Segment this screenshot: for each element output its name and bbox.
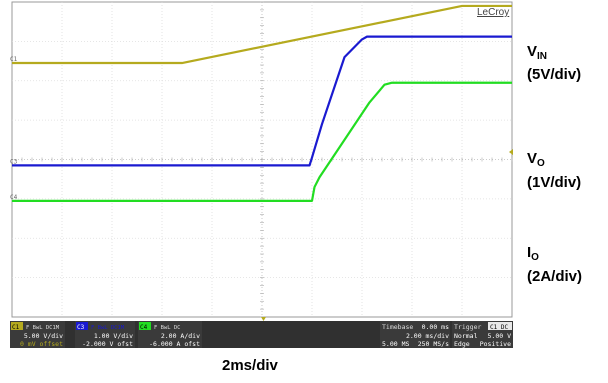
channel-1-info: C1 F BwL DC1M 5.00 V/div 0 mV offset xyxy=(10,321,65,348)
trace-v-in xyxy=(12,4,512,65)
trigger-time-marker xyxy=(261,317,266,321)
trace-i-o xyxy=(12,81,512,202)
channel-4-badge xyxy=(139,322,151,330)
brand-logo: LeCroy xyxy=(477,7,509,18)
channel-4-flags: F BwL DC xyxy=(154,325,181,331)
waveform-traces xyxy=(12,4,512,202)
io-label: IO xyxy=(527,244,539,263)
channel-4-scale: 2.00 A/div xyxy=(161,332,200,340)
io-scale: (2A/div) xyxy=(527,268,583,285)
channel-4-info: C4 F BwL DC 2.00 A/div -6.000 A ofst xyxy=(138,321,202,348)
channel-1-offset: 0 mV offset xyxy=(20,340,63,348)
channel-1-scale: 5.00 V/div xyxy=(24,332,63,340)
channel-marker: C4 xyxy=(10,194,18,201)
trigger-info: Trigger C1 DC Normal 5.00 V Edge Positiv… xyxy=(452,321,513,348)
trigger-slope: Positive xyxy=(480,340,511,348)
timebase-rate: 2.00 ms/div xyxy=(406,332,449,340)
channel-1-badge xyxy=(11,322,23,330)
vin-label: VIN xyxy=(527,43,548,62)
channel-3-scale: 1.00 V/div xyxy=(94,332,133,340)
trigger-level-marker xyxy=(509,149,513,155)
x-axis-label: 2ms/div xyxy=(222,357,278,374)
trigger-level: 5.00 V xyxy=(488,332,512,340)
timebase-info: Timebase 0.00 ms 2.00 ms/div 5.00 MS 250… xyxy=(380,321,450,348)
channel-3-flags: F BwL DC1M xyxy=(91,325,125,331)
vo-scale: (1V/div) xyxy=(527,174,582,191)
trigger-type: Edge xyxy=(454,340,470,348)
trigger-mode: Normal xyxy=(454,332,478,340)
channel-1-flags: F BwL DC1M xyxy=(26,325,60,331)
vin-scale: (5V/div) xyxy=(527,66,582,83)
channel-4-id: C4 xyxy=(140,324,148,331)
channel-1-id: C1 xyxy=(12,324,20,331)
trigger-label: Trigger xyxy=(454,323,481,331)
channel-3-info: C3 F BwL DC1M 1.00 V/div -2.000 V ofst xyxy=(75,321,135,348)
channel-3-offset: -2.000 V ofst xyxy=(82,340,133,348)
channel-3-badge xyxy=(76,322,88,330)
vo-label: VO xyxy=(527,150,545,169)
status-bar: C1 F BwL DC1M 5.00 V/div 0 mV offset C3 … xyxy=(10,321,513,348)
graticule xyxy=(11,1,513,318)
channel-4-offset: -6.000 A ofst xyxy=(149,340,200,348)
channel-marker: C1 xyxy=(10,56,18,63)
timebase-srate: 250 MS/s xyxy=(418,340,449,348)
timebase-samples: 5.00 MS xyxy=(382,340,409,348)
trigger-source: C1 DC xyxy=(490,324,508,331)
channel-markers: C1 C3 C4 xyxy=(10,56,18,201)
timebase-delay: 0.00 ms xyxy=(422,323,449,331)
channel-3-id: C3 xyxy=(77,324,85,331)
channel-marker: C3 xyxy=(10,158,18,165)
timebase-label: Timebase xyxy=(382,323,413,331)
trace-v-o xyxy=(12,35,512,167)
